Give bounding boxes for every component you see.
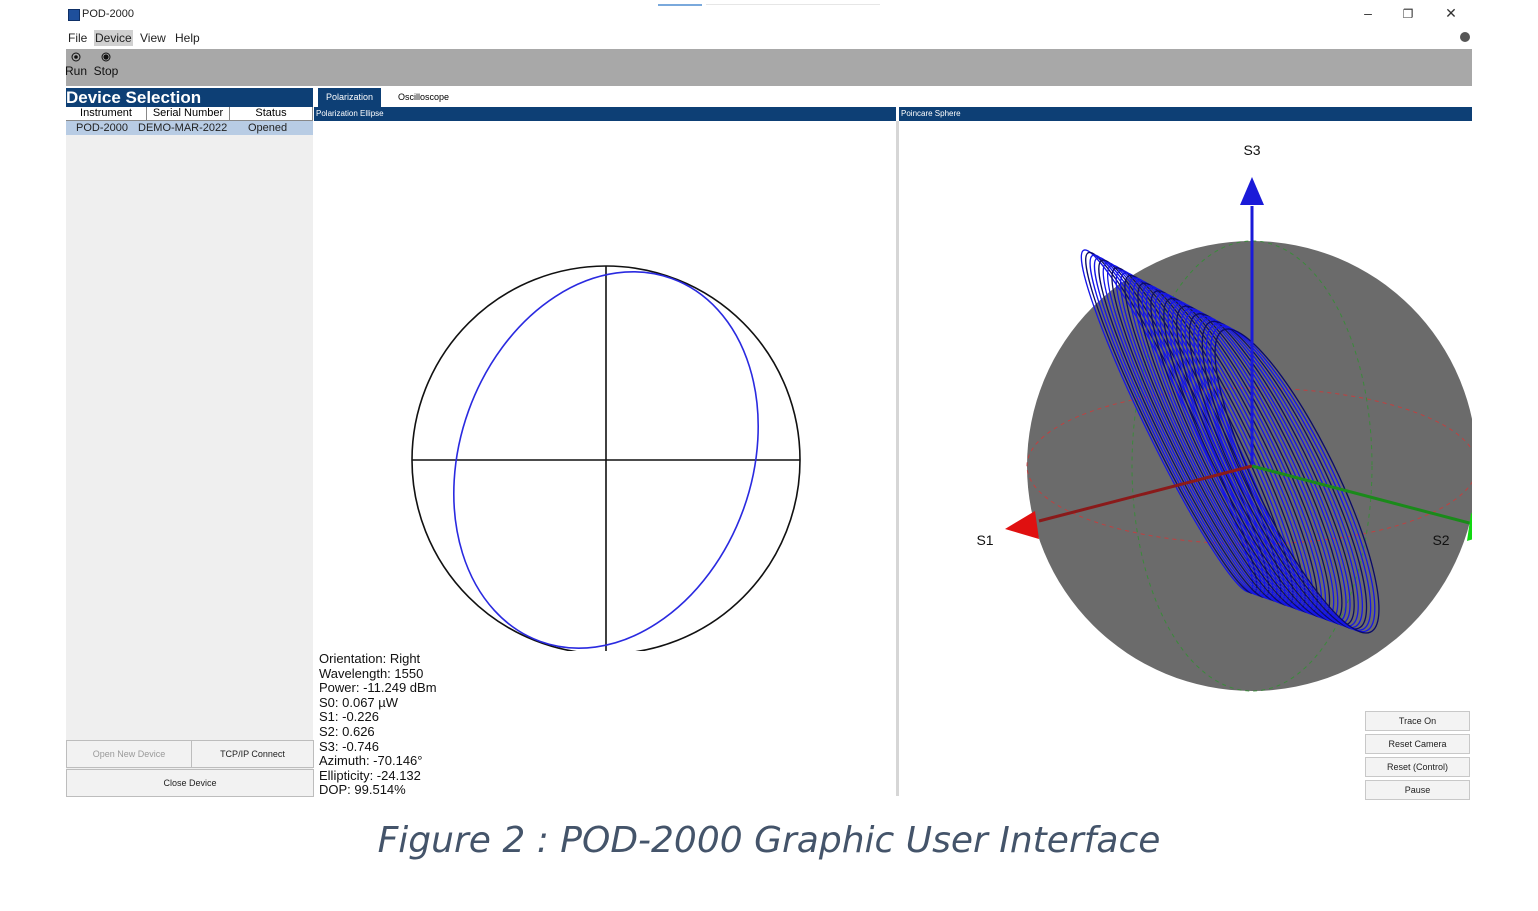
tab-bar: Polarization Oscilloscope [314,88,1472,107]
table-row[interactable]: POD-2000 DEMO-MAR-2022 Opened [66,121,313,135]
measurement-readout: Orientation: Right Wavelength: 1550 Powe… [319,651,437,798]
s1-arrow-icon [1005,511,1039,539]
menu-device[interactable]: Device [94,30,133,46]
run-button[interactable]: Run [61,51,91,78]
tab-polarization[interactable]: Polarization [318,88,382,107]
menu-bar: File Device View Help [66,28,1472,49]
device-table-header: Instrument Serial Number Status [66,107,313,121]
trace-loop [1210,325,1376,633]
close-window-button[interactable]: ✕ [1445,5,1457,21]
tcpip-connect-button[interactable]: TCP/IP Connect [191,740,314,768]
s2-axis-label: S2 [1432,532,1449,548]
column-status[interactable]: Status [230,107,313,121]
poincare-sphere-header: Poincare Sphere [899,107,1472,121]
figure-caption: Figure 2 : POD-2000 Graphic User Interfa… [377,820,1161,861]
app-logo-icon [68,9,80,21]
device-selection-panel: Device Selection Instrument Serial Numbe… [66,88,314,797]
main-content: Polarization Oscilloscope Polarization E… [314,88,1472,800]
trace-on-button[interactable]: Trace On [1365,711,1470,731]
window-title: POD-2000 [82,8,134,20]
cell-status: Opened [248,122,288,134]
radio-dot-icon [71,52,81,62]
device-selection-title: Device Selection [66,88,313,107]
title-bar: POD-2000 – ❐ ✕ [66,0,1472,28]
title-bar-accent [658,4,702,6]
trace-loop [1201,320,1368,630]
cell-instrument: POD-2000 [76,122,128,134]
radio-dot-filled-icon [101,52,111,62]
open-new-device-button[interactable]: Open New Device [66,740,192,768]
menu-help[interactable]: Help [175,31,200,45]
readout-s1: S1: -0.226 [319,709,379,725]
toolbar: Run Stop [65,49,1472,86]
run-label: Run [64,64,87,78]
s2-axis [1251,464,1472,526]
readout-azimuth: Azimuth: -70.146° [319,753,423,769]
column-instrument[interactable]: Instrument [66,107,147,121]
equator-circle [1026,387,1472,545]
stop-button[interactable]: Stop [91,51,121,78]
trace-loop [1193,315,1359,627]
application-window: POD-2000 – ❐ ✕ File Device View Help Run… [65,0,1472,800]
s1-axis [1038,464,1253,523]
settings-gear-icon[interactable] [1460,32,1470,42]
s2-arrow-icon [1467,513,1472,541]
column-serial-number[interactable]: Serial Number [147,107,230,121]
tab-oscilloscope[interactable]: Oscilloscope [398,92,450,102]
menu-view[interactable]: View [140,31,166,45]
readout-s0: S0: 0.067 µW [319,694,399,710]
readout-orientation: Orientation: Right [319,651,421,666]
reset-camera-button[interactable]: Reset Camera [1365,734,1470,754]
polarization-ellipse-plot [411,265,801,651]
restore-button[interactable]: ❐ [1402,7,1414,21]
s1-axis-label: S1 [976,532,993,548]
pane-splitter[interactable] [896,121,899,796]
meridian-circle [1131,240,1373,692]
poincare-sphere-view[interactable]: S3 S1 S2 [899,121,1472,761]
polarization-ellipse-header: Polarization Ellipse [314,107,896,121]
s3-arrow-icon [1240,177,1264,205]
readout-ellipticity: Ellipticity: -24.132 [319,767,421,783]
readout-s2: S2: 0.626 [319,723,375,739]
sop-trace [1080,249,1380,634]
close-device-button[interactable]: Close Device [66,769,314,797]
polarization-ellipse-trace [453,271,759,649]
readout-dop: DOP: 99.514% [319,782,406,798]
readout-power: Power: -11.249 dBm [319,680,437,696]
trace-loop [1214,328,1380,634]
s3-axis-label: S3 [1243,142,1260,158]
stop-label: Stop [93,64,119,78]
reset-control-button[interactable]: Reset (Control) [1365,757,1470,777]
readout-wavelength: Wavelength: 1550 [319,665,424,681]
trace-loop [1205,323,1372,631]
pause-button[interactable]: Pause [1365,780,1470,800]
title-bar-divider [706,4,880,5]
cell-serial: DEMO-MAR-2022 [138,122,228,134]
trace-loop [1197,318,1364,629]
minimize-button[interactable]: – [1364,5,1372,21]
menu-file[interactable]: File [68,31,88,45]
readout-s3: S3: -0.746 [319,738,379,754]
